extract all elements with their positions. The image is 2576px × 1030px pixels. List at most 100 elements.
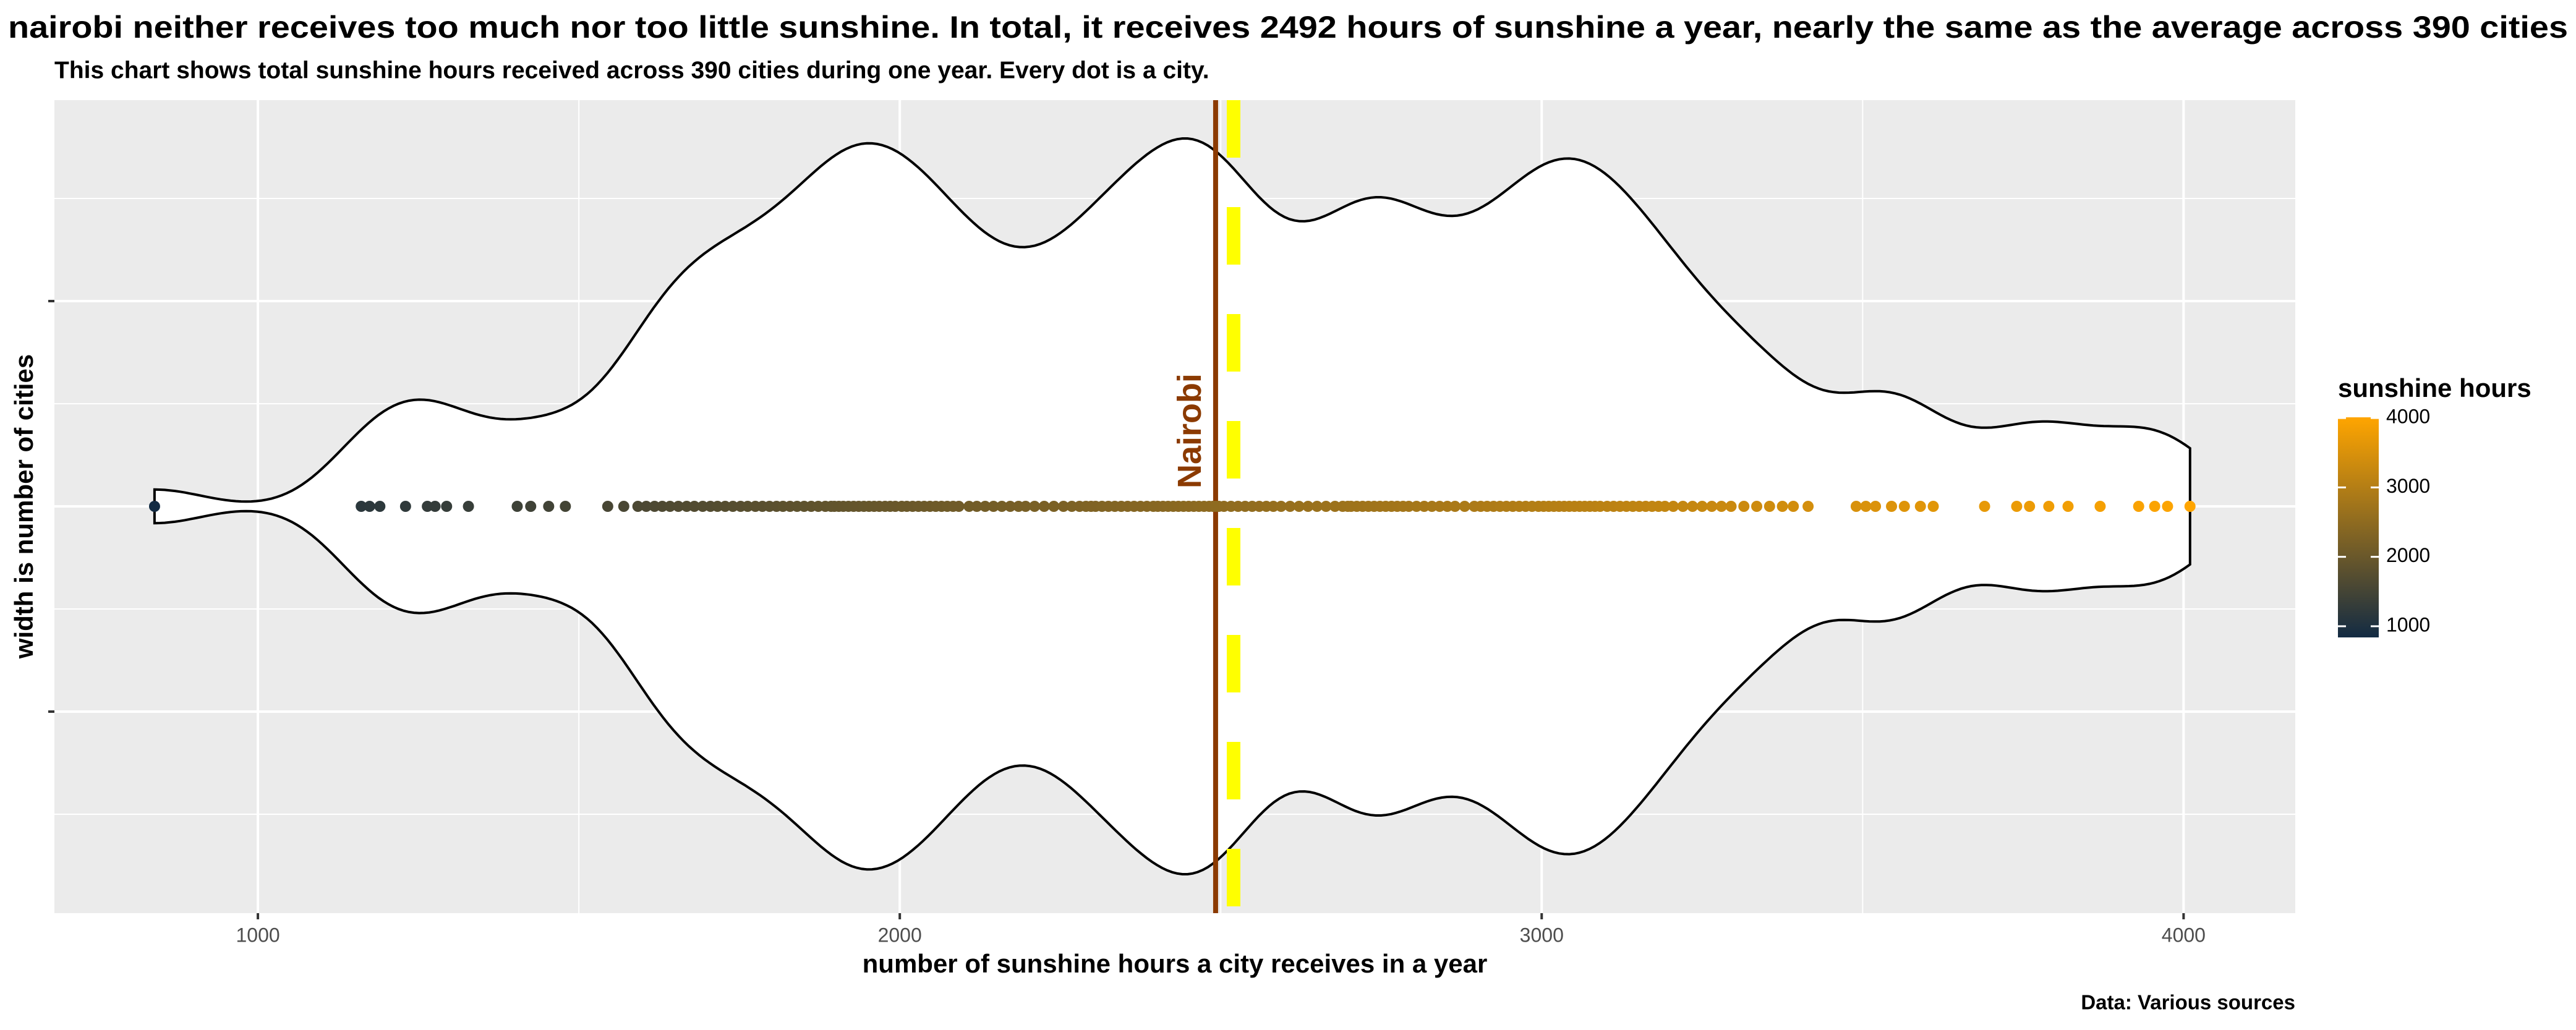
city-dot [1751,501,1763,512]
city-dot [1459,501,1470,512]
city-dot [441,501,453,512]
city-dot [697,501,709,512]
city-dot [1886,501,1898,512]
y-axis-label: width is number of cities [9,354,38,659]
city-dot [1725,501,1737,512]
city-dot [641,501,652,512]
city-dot [399,501,411,512]
city-dot [1776,501,1788,512]
city-dot [374,501,386,512]
city-dot [632,501,644,512]
city-dot [1850,501,1862,512]
city-dot [1914,501,1926,512]
legend-title: sunshine hours [2338,373,2531,402]
city-dot [148,501,160,512]
city-dot [1696,501,1708,512]
city-dot [681,501,693,512]
city-dot [1418,501,1430,512]
city-dot [618,501,629,512]
city-dot [1659,501,1671,512]
city-dot [543,501,555,512]
city-dot [1004,501,1016,512]
reference-label: Nairobi [1171,373,1208,488]
city-dot [1788,501,1799,512]
city-dot [1410,501,1422,512]
city-dot [971,501,983,512]
city-dot [1434,501,1446,512]
city-dot [602,501,613,512]
city-dot [1668,501,1679,512]
x-tick-label: 1000 [236,924,279,946]
city-dot [963,501,975,512]
city-dot [1029,501,1041,512]
city-dot [996,501,1008,512]
city-dot [727,501,739,512]
city-dot [429,501,441,512]
city-dot [1927,501,1939,512]
chart-title: nairobi neither receives too much nor to… [8,10,2568,45]
city-dot [1870,501,1882,512]
city-dot [560,501,571,512]
city-dot [1038,501,1050,512]
city-dot [1764,501,1775,512]
city-dot [1284,501,1296,512]
city-dot [742,501,754,512]
city-dot [1687,501,1699,512]
colorbar [2338,417,2379,637]
city-dot [987,501,999,512]
city-dot [2011,501,2023,512]
city-dot [664,501,676,512]
city-dot [2024,501,2036,512]
x-axis-label: number of sunshine hours a city receives… [863,949,1488,978]
city-dot [657,501,668,512]
city-dot [1449,501,1461,512]
city-dot [422,501,433,512]
city-dot [979,501,991,512]
city-dot [356,501,367,512]
city-dot [1311,501,1323,512]
city-dot [688,501,700,512]
city-dot [1898,501,1910,512]
x-tick-label: 4000 [2162,924,2206,946]
x-tick-label: 2000 [878,924,922,946]
city-dot [2094,501,2106,512]
city-dot [1715,501,1727,512]
legend-label: 3000 [2386,475,2430,497]
legend-label: 1000 [2386,613,2430,636]
city-dot [1860,501,1872,512]
city-dot [719,501,731,512]
city-dot [1441,501,1453,512]
city-dot [1057,501,1069,512]
x-tick-label: 3000 [1520,924,1564,946]
city-dot [1979,501,1990,512]
city-dot [2043,501,2055,512]
city-dot [463,501,474,512]
city-dot [2149,501,2160,512]
city-dot [1275,501,1287,512]
city-dot [1020,501,1031,512]
city-dot [1048,501,1060,512]
city-dot [1426,501,1438,512]
city-dot [953,501,965,512]
city-dot [2184,501,2196,512]
city-dot [649,501,660,512]
city-dot [525,501,537,512]
caption: Data: Various sources [2081,991,2295,1014]
city-dot [2133,501,2144,512]
city-dot [364,501,375,512]
city-dot [673,501,685,512]
city-dot [1302,501,1314,512]
city-dot [1802,501,1814,512]
city-dot [2162,501,2173,512]
plot-layer: Nairobi [148,100,2196,913]
city-dot [1268,501,1279,512]
city-dot [1320,501,1332,512]
city-dot [511,501,523,512]
city-dot [1293,501,1305,512]
city-dot [1677,501,1689,512]
city-dot [1329,501,1341,512]
city-dot [1738,501,1750,512]
chart-subtitle: This chart shows total sunshine hours re… [54,57,1209,83]
city-dot [1403,501,1415,512]
